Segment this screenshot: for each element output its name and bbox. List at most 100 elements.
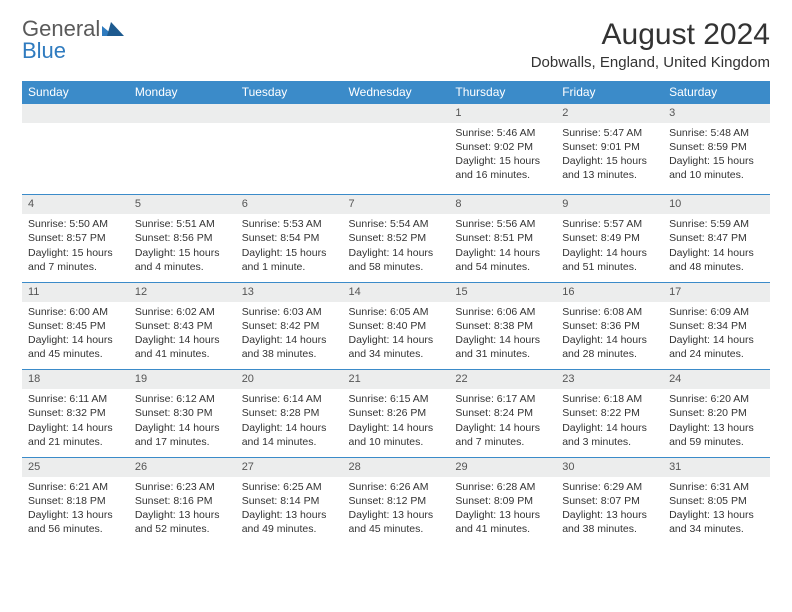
logo-word1: General xyxy=(22,18,100,40)
month-title: August 2024 xyxy=(531,18,770,52)
daylight-text: Daylight: 15 hours and 4 minutes. xyxy=(135,246,230,274)
sunrise-text: Sunrise: 6:12 AM xyxy=(135,392,230,406)
week-daynum-row: 25262728293031 xyxy=(22,457,770,476)
sunrise-text: Sunrise: 6:00 AM xyxy=(28,305,123,319)
sunset-text: Sunset: 8:52 PM xyxy=(349,231,444,245)
day-number-cell: 9 xyxy=(556,195,663,214)
daylight-text: Daylight: 15 hours and 7 minutes. xyxy=(28,246,123,274)
sunset-text: Sunset: 8:14 PM xyxy=(242,494,337,508)
day-detail-cell xyxy=(343,123,450,195)
sunrise-text: Sunrise: 5:48 AM xyxy=(669,126,764,140)
day-number-cell: 20 xyxy=(236,370,343,389)
col-saturday: Saturday xyxy=(663,81,770,104)
day-number-cell: 11 xyxy=(22,282,129,301)
sunset-text: Sunset: 8:40 PM xyxy=(349,319,444,333)
day-number-cell: 21 xyxy=(343,370,450,389)
day-number-cell: 29 xyxy=(449,457,556,476)
daylight-text: Daylight: 15 hours and 16 minutes. xyxy=(455,154,550,182)
daylight-text: Daylight: 13 hours and 34 minutes. xyxy=(669,508,764,536)
daylight-text: Daylight: 14 hours and 34 minutes. xyxy=(349,333,444,361)
sunrise-text: Sunrise: 6:05 AM xyxy=(349,305,444,319)
sunrise-text: Sunrise: 6:06 AM xyxy=(455,305,550,319)
daylight-text: Daylight: 13 hours and 52 minutes. xyxy=(135,508,230,536)
sunset-text: Sunset: 8:34 PM xyxy=(669,319,764,333)
daylight-text: Daylight: 14 hours and 17 minutes. xyxy=(135,421,230,449)
day-number-cell: 24 xyxy=(663,370,770,389)
logo: GeneralBlue xyxy=(22,18,124,62)
sunrise-text: Sunrise: 5:51 AM xyxy=(135,217,230,231)
day-number-cell: 26 xyxy=(129,457,236,476)
day-number-cell: 6 xyxy=(236,195,343,214)
day-detail-cell: Sunrise: 6:00 AMSunset: 8:45 PMDaylight:… xyxy=(22,302,129,370)
sunset-text: Sunset: 9:01 PM xyxy=(562,140,657,154)
day-number-cell: 19 xyxy=(129,370,236,389)
daylight-text: Daylight: 14 hours and 31 minutes. xyxy=(455,333,550,361)
sunset-text: Sunset: 8:18 PM xyxy=(28,494,123,508)
day-detail-cell: Sunrise: 6:06 AMSunset: 8:38 PMDaylight:… xyxy=(449,302,556,370)
day-number-cell: 22 xyxy=(449,370,556,389)
day-number-cell: 5 xyxy=(129,195,236,214)
week-detail-row: Sunrise: 6:00 AMSunset: 8:45 PM Daylight:… xyxy=(22,302,770,370)
sunrise-text: Sunrise: 6:14 AM xyxy=(242,392,337,406)
sunrise-text: Sunrise: 6:11 AM xyxy=(28,392,123,406)
day-detail-cell: Sunrise: 6:09 AMSunset: 8:34 PMDaylight:… xyxy=(663,302,770,370)
location: Dobwalls, England, United Kingdom xyxy=(531,54,770,71)
sunset-text: Sunset: 8:32 PM xyxy=(28,406,123,420)
day-number-cell: 15 xyxy=(449,282,556,301)
day-detail-cell: Sunrise: 6:12 AMSunset: 8:30 PMDaylight:… xyxy=(129,389,236,457)
sunrise-text: Sunrise: 6:09 AM xyxy=(669,305,764,319)
day-number-cell xyxy=(129,104,236,123)
sunrise-text: Sunrise: 6:02 AM xyxy=(135,305,230,319)
sunrise-text: Sunrise: 6:08 AM xyxy=(562,305,657,319)
daylight-text: Daylight: 14 hours and 58 minutes. xyxy=(349,246,444,274)
week-daynum-row: 123 xyxy=(22,104,770,123)
sunrise-text: Sunrise: 6:20 AM xyxy=(669,392,764,406)
daylight-text: Daylight: 15 hours and 13 minutes. xyxy=(562,154,657,182)
sunset-text: Sunset: 8:28 PM xyxy=(242,406,337,420)
day-number-cell: 7 xyxy=(343,195,450,214)
daylight-text: Daylight: 14 hours and 14 minutes. xyxy=(242,421,337,449)
day-number-cell xyxy=(22,104,129,123)
daylight-text: Daylight: 14 hours and 21 minutes. xyxy=(28,421,123,449)
sunset-text: Sunset: 8:36 PM xyxy=(562,319,657,333)
sunrise-text: Sunrise: 5:53 AM xyxy=(242,217,337,231)
daylight-text: Daylight: 15 hours and 1 minute. xyxy=(242,246,337,274)
daylight-text: Daylight: 14 hours and 54 minutes. xyxy=(455,246,550,274)
day-number-cell: 16 xyxy=(556,282,663,301)
day-number-cell: 31 xyxy=(663,457,770,476)
sunset-text: Sunset: 8:45 PM xyxy=(28,319,123,333)
sunrise-text: Sunrise: 6:31 AM xyxy=(669,480,764,494)
day-detail-cell: Sunrise: 5:59 AMSunset: 8:47 PMDaylight:… xyxy=(663,214,770,282)
sunrise-text: Sunrise: 6:23 AM xyxy=(135,480,230,494)
sunrise-text: Sunrise: 6:03 AM xyxy=(242,305,337,319)
day-detail-cell: Sunrise: 6:15 AMSunset: 8:26 PMDaylight:… xyxy=(343,389,450,457)
sunset-text: Sunset: 8:05 PM xyxy=(669,494,764,508)
daylight-text: Daylight: 14 hours and 24 minutes. xyxy=(669,333,764,361)
day-detail-cell: Sunrise: 6:23 AMSunset: 8:16 PMDaylight:… xyxy=(129,477,236,545)
sunrise-text: Sunrise: 6:29 AM xyxy=(562,480,657,494)
day-number-cell: 23 xyxy=(556,370,663,389)
sunset-text: Sunset: 8:47 PM xyxy=(669,231,764,245)
daylight-text: Daylight: 14 hours and 3 minutes. xyxy=(562,421,657,449)
sunset-text: Sunset: 8:30 PM xyxy=(135,406,230,420)
page-header: GeneralBlue August 2024 Dobwalls, Englan… xyxy=(22,18,770,71)
day-detail-cell: Sunrise: 6:25 AMSunset: 8:14 PMDaylight:… xyxy=(236,477,343,545)
day-number-cell: 14 xyxy=(343,282,450,301)
sunset-text: Sunset: 8:59 PM xyxy=(669,140,764,154)
sunset-text: Sunset: 8:12 PM xyxy=(349,494,444,508)
day-detail-cell: Sunrise: 6:31 AMSunset: 8:05 PMDaylight:… xyxy=(663,477,770,545)
daylight-text: Daylight: 14 hours and 38 minutes. xyxy=(242,333,337,361)
day-number-cell xyxy=(343,104,450,123)
col-sunday: Sunday xyxy=(22,81,129,104)
week-daynum-row: 18192021222324 xyxy=(22,370,770,389)
daylight-text: Daylight: 14 hours and 41 minutes. xyxy=(135,333,230,361)
day-number-cell xyxy=(236,104,343,123)
sunrise-text: Sunrise: 5:47 AM xyxy=(562,126,657,140)
sunrise-text: Sunrise: 5:57 AM xyxy=(562,217,657,231)
daylight-text: Daylight: 15 hours and 10 minutes. xyxy=(669,154,764,182)
sunset-text: Sunset: 8:09 PM xyxy=(455,494,550,508)
day-detail-cell: Sunrise: 5:53 AMSunset: 8:54 PMDaylight:… xyxy=(236,214,343,282)
day-detail-cell: Sunrise: 5:57 AMSunset: 8:49 PMDaylight:… xyxy=(556,214,663,282)
day-number-cell: 4 xyxy=(22,195,129,214)
day-number-cell: 25 xyxy=(22,457,129,476)
